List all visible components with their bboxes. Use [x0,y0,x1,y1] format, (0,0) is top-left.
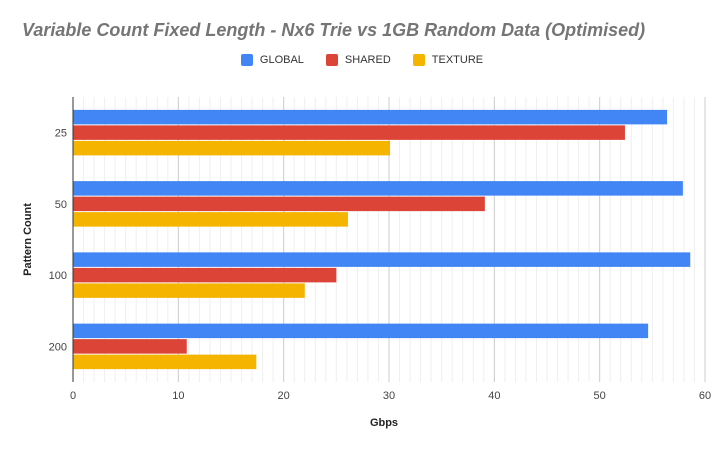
legend-item-shared[interactable]: SHARED [325,54,391,66]
bar-global-200 [73,323,649,339]
x-tick-label: 30 [383,390,395,402]
legend: GLOBAL SHARED TEXTURE [0,54,724,66]
bar-shared-25 [73,125,625,140]
legend-label-global: GLOBAL [259,54,304,66]
y-tick-label: 100 [49,270,67,282]
bar-shared-50 [73,196,485,212]
x-tick-label: 60 [699,390,711,402]
legend-label-shared: SHARED [344,54,391,66]
y-tick-label: 25 [55,128,67,140]
bar-texture-100 [73,283,305,298]
y-axis-title: Pattern Count [22,203,34,276]
x-tick-label: 0 [70,390,76,402]
legend-swatch-texture [412,54,425,66]
bar-texture-50 [73,212,348,227]
x-tick-label: 40 [488,390,500,402]
x-axis-title: Gbps [370,417,398,429]
bar-global-100 [73,252,691,267]
bar-texture-25 [73,140,391,156]
legend-item-texture[interactable]: TEXTURE [412,54,484,66]
x-tick-label: 20 [278,390,290,402]
x-tick-label: 50 [594,390,606,402]
bar-global-25 [73,109,668,125]
legend-swatch-shared [325,54,338,66]
bar-shared-200 [73,339,187,354]
y-tick-label: 200 [49,341,67,353]
chart-title: Variable Count Fixed Length - Nx6 Trie v… [22,20,646,40]
x-tick-label: 10 [172,390,184,402]
bar-shared-100 [73,267,337,283]
legend-item-global[interactable]: GLOBAL [240,54,304,66]
legend-label-texture: TEXTURE [431,54,484,66]
bar-global-50 [73,181,683,196]
bar-texture-200 [73,354,257,370]
y-tick-label: 50 [55,199,67,211]
legend-swatch-global [240,54,253,66]
